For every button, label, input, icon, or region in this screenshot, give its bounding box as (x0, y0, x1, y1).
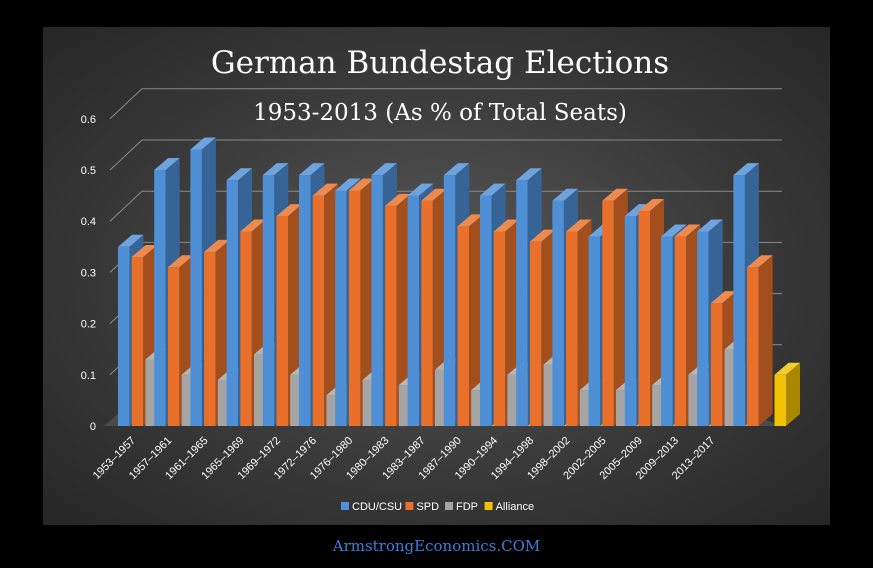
bar (602, 188, 628, 426)
bar (348, 178, 375, 426)
y-tick-label: 0.1 (81, 370, 96, 382)
bar (566, 219, 592, 426)
bar (638, 198, 664, 426)
legend-swatch (405, 502, 414, 510)
chart-title: German Bundestag Elections (211, 45, 669, 81)
legend-swatch (484, 502, 493, 510)
bar (385, 193, 411, 426)
y-tick-label: 0.6 (81, 114, 96, 126)
y-axis-ticks: 0 0.1 0.2 0.3 0.4 0.5 0.6 (81, 114, 96, 433)
chart-subtitle: 1953-2013 (As % of Total Seats) (253, 100, 627, 126)
y-tick-label: 0.3 (81, 267, 96, 279)
legend-swatch (341, 502, 349, 510)
bar (312, 183, 339, 426)
y-tick-label: 0.2 (81, 319, 96, 331)
gridline (109, 139, 782, 171)
y-tick-label: 0.5 (81, 165, 96, 177)
legend-label: Alliance (496, 501, 535, 513)
y-tick-label: 0.4 (81, 216, 96, 228)
legend: CDU/CSU SPD FDP Alliance (341, 501, 534, 513)
legend-label: FDP (456, 501, 478, 513)
gridline (109, 88, 782, 120)
legend-swatch (445, 502, 453, 510)
x-axis-ticks: 1953–19571957–19611961–19651965–19691969… (91, 435, 718, 482)
bars (118, 137, 800, 427)
legend-label: SPD (416, 501, 439, 513)
bar (747, 255, 773, 426)
legend-label: CDU/CSU (352, 501, 402, 513)
y-tick-label: 0 (90, 421, 96, 433)
bar (774, 362, 800, 426)
footer-watermark: ArmstrongEconomics.COM (332, 537, 541, 555)
bar (457, 214, 483, 426)
